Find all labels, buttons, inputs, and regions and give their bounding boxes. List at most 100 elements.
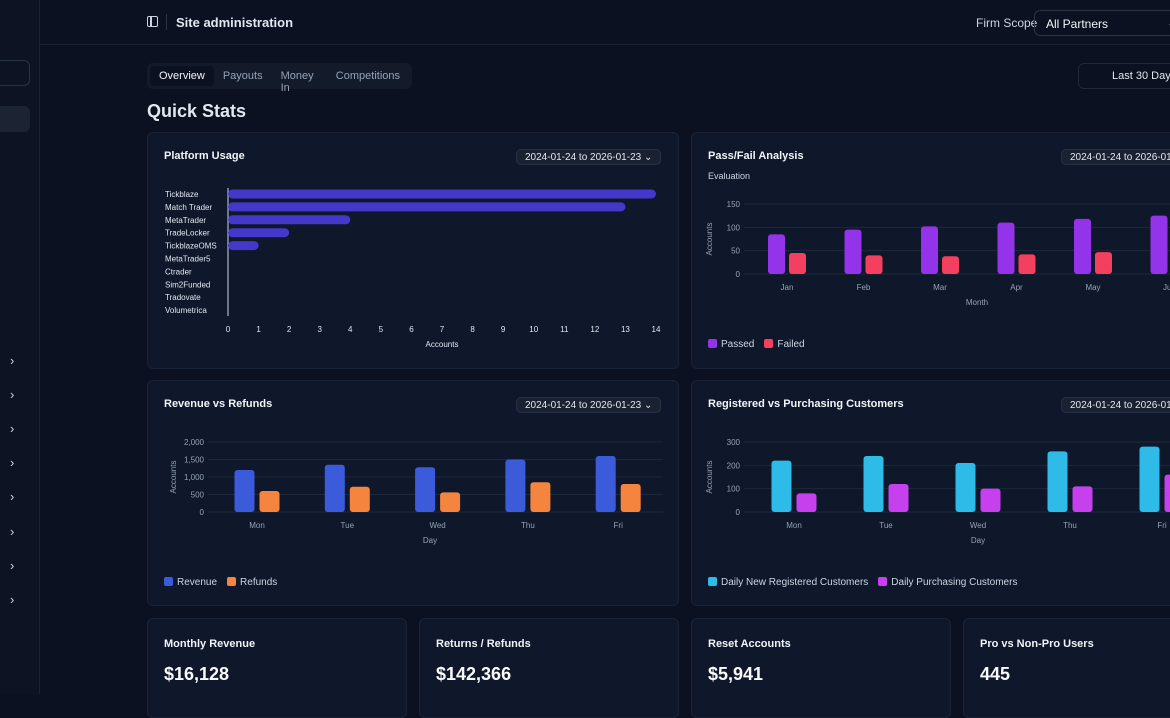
chevron-right-icon[interactable]: ›: [10, 524, 14, 539]
y-tick-label: 150: [727, 200, 741, 209]
chart-legend: Daily New Registered Customers Daily Pur…: [708, 577, 1017, 588]
stat-card-returns-refunds: Returns / Refunds $142,366: [419, 618, 679, 718]
platform-usage-card: Platform Usage 2024-01-24 to 2026-01-23 …: [147, 132, 679, 369]
y-axis-title: Accounts: [705, 223, 714, 256]
y-tick-label: 0: [736, 508, 741, 517]
x-tick-label: 12: [590, 325, 599, 334]
bar-passed: [1074, 219, 1091, 274]
revenue-refunds-card: Revenue vs Refunds 2024-01-24 to 2026-01…: [147, 380, 679, 606]
x-tick-label: 4: [348, 325, 353, 334]
x-tick-label: Fri: [614, 521, 624, 530]
x-tick-label: 5: [379, 325, 384, 334]
y-tick-label: 100: [727, 485, 741, 494]
pass-fail-chart: 050100150AccountsJanFebMarAprMayJunMonth: [692, 133, 1170, 369]
chevron-right-icon[interactable]: ›: [10, 353, 14, 368]
x-tick-label: Fri: [1157, 521, 1167, 530]
x-tick-label: Wed: [429, 521, 445, 530]
divider: [166, 14, 167, 30]
bar-failed: [1095, 252, 1112, 274]
section-title: Quick Stats: [147, 101, 246, 122]
category-label: Volumetrica: [165, 306, 207, 315]
bar-daily-new-registered-customers: [956, 463, 976, 512]
y-axis-title: Accounts: [169, 461, 178, 494]
x-tick-label: Feb: [857, 283, 871, 292]
bar-refunds: [440, 492, 460, 512]
stat-value: $5,941: [708, 664, 763, 685]
bar-failed: [866, 255, 883, 274]
stat-card-pro-users: Pro vs Non-Pro Users 445: [963, 618, 1170, 718]
bar-daily-new-registered-customers: [1140, 447, 1160, 512]
bar-refunds: [621, 484, 641, 512]
chevron-right-icon[interactable]: ›: [10, 387, 14, 402]
tab-payouts[interactable]: Payouts: [214, 66, 272, 86]
x-tick-label: 6: [409, 325, 414, 334]
tab-overview[interactable]: Overview: [150, 66, 214, 86]
y-tick-label: 50: [731, 247, 740, 256]
firm-scope-select[interactable]: All Partners⌄: [1034, 10, 1170, 36]
chevron-right-icon[interactable]: ›: [10, 558, 14, 573]
bar-daily-new-registered-customers: [864, 456, 884, 512]
tab-bar: Overview Payouts Money In Competitions: [147, 63, 412, 89]
bar-refunds: [350, 487, 370, 512]
x-tick-label: Jan: [781, 283, 794, 292]
sidebar-toggle-icon[interactable]: [147, 16, 158, 27]
chevron-right-icon[interactable]: ›: [10, 421, 14, 436]
firm-scope-label: Firm Scope: [976, 16, 1037, 30]
legend-registered[interactable]: Daily New Registered Customers: [708, 577, 868, 588]
y-tick-label: 500: [191, 491, 205, 500]
bar-refunds: [260, 491, 280, 512]
sidebar-search-input[interactable]: [0, 60, 30, 86]
x-tick-label: Wed: [970, 521, 986, 530]
bar-daily-purchasing-customers: [1165, 475, 1170, 512]
y-tick-label: 0: [736, 270, 741, 279]
y-tick-label: 300: [727, 438, 741, 447]
category-label: TickblazeOMS: [165, 242, 217, 251]
firm-scope-value: All Partners: [1046, 17, 1108, 31]
x-tick-label: Tue: [341, 521, 355, 530]
x-tick-label: 2: [287, 325, 292, 334]
category-label: Tradovate: [165, 293, 201, 302]
legend-purchasing[interactable]: Daily Purchasing Customers: [878, 577, 1017, 588]
date-range-button[interactable]: Last 30 Days: [1078, 63, 1170, 89]
legend-refunds[interactable]: Refunds: [227, 577, 277, 588]
bar-failed: [789, 253, 806, 274]
top-header: Site administration Firm Scope All Partn…: [40, 0, 1170, 45]
chevron-right-icon[interactable]: ›: [10, 455, 14, 470]
sidebar: › › › › › › › ›: [0, 0, 40, 694]
tab-money-in[interactable]: Money In: [272, 66, 327, 86]
bar-passed: [998, 223, 1015, 274]
x-axis-title: Day: [971, 536, 985, 545]
x-tick-label: 7: [440, 325, 445, 334]
x-axis-title: Day: [423, 536, 437, 545]
bar-revenue: [415, 467, 435, 512]
x-tick-label: 10: [529, 325, 538, 334]
bar: [228, 190, 656, 199]
chevron-right-icon[interactable]: ›: [10, 489, 14, 504]
bar-revenue: [235, 470, 255, 512]
chevron-right-icon[interactable]: ›: [10, 592, 14, 607]
bar-failed: [1019, 254, 1036, 274]
legend-revenue[interactable]: Revenue: [164, 577, 217, 588]
x-axis-title: Month: [966, 298, 988, 307]
bar-daily-purchasing-customers: [797, 493, 817, 512]
y-tick-label: 2,000: [184, 438, 205, 447]
y-tick-label: 100: [727, 223, 741, 232]
x-tick-label: Jun: [1163, 283, 1170, 292]
chart-legend: Revenue Refunds: [164, 577, 277, 588]
bar-passed: [768, 234, 785, 274]
category-label: TradeLocker: [165, 229, 210, 238]
x-tick-label: Apr: [1010, 283, 1023, 292]
bar-passed: [921, 226, 938, 274]
legend-failed[interactable]: Failed: [764, 339, 804, 350]
bar-daily-purchasing-customers: [889, 484, 909, 512]
bar: [228, 215, 350, 224]
sidebar-item-active[interactable]: [0, 106, 30, 132]
chart-legend: Passed Failed: [708, 339, 805, 350]
tab-competitions[interactable]: Competitions: [327, 66, 409, 86]
legend-passed[interactable]: Passed: [708, 339, 754, 350]
stat-value: $16,128: [164, 664, 229, 685]
bar-revenue: [596, 456, 616, 512]
bar-daily-purchasing-customers: [981, 489, 1001, 512]
